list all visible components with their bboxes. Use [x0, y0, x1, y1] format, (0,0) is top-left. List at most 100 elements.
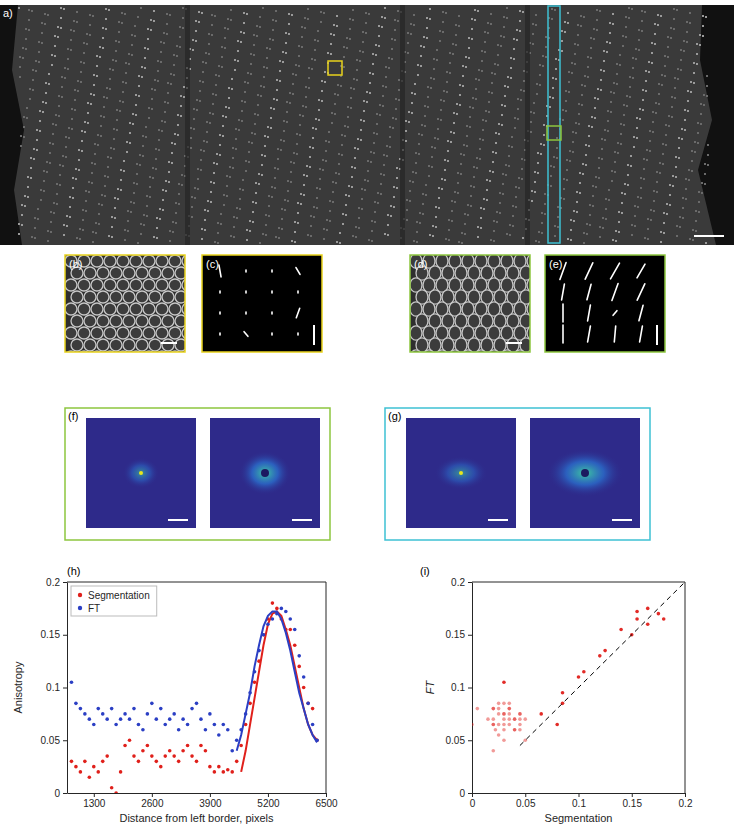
cell	[84, 267, 96, 279]
texture	[232, 157, 234, 159]
texture	[352, 9, 354, 11]
texture	[457, 172, 459, 174]
texture	[52, 143, 54, 145]
texture	[702, 35, 704, 37]
texture	[53, 212, 55, 214]
texture	[623, 124, 625, 126]
texture	[377, 202, 379, 204]
texture	[464, 213, 466, 215]
texture	[600, 89, 602, 91]
texture	[113, 128, 115, 130]
texture	[216, 153, 218, 155]
texture	[285, 42, 287, 44]
texture	[448, 219, 450, 221]
texture	[645, 70, 647, 72]
texture	[225, 116, 227, 118]
texture	[138, 75, 140, 77]
texture	[363, 110, 365, 112]
texture	[183, 86, 185, 88]
texture	[651, 52, 653, 54]
cell	[104, 327, 116, 339]
texture	[197, 168, 199, 170]
texture	[328, 141, 330, 143]
texture	[637, 206, 639, 208]
texture	[516, 29, 518, 31]
texture	[166, 23, 168, 25]
texture	[55, 124, 57, 126]
cell	[91, 303, 103, 315]
texture	[98, 203, 100, 205]
texture	[549, 96, 551, 98]
texture	[301, 26, 303, 28]
texture	[701, 182, 703, 184]
texture	[306, 165, 308, 167]
texture	[434, 137, 436, 139]
texture	[136, 163, 138, 165]
texture	[398, 99, 400, 101]
texture	[131, 54, 133, 56]
texture	[237, 60, 239, 62]
texture	[585, 164, 587, 166]
texture	[206, 121, 208, 123]
texture	[663, 222, 665, 224]
texture	[662, 143, 664, 145]
texture	[671, 96, 673, 98]
cell	[130, 255, 142, 267]
texture	[661, 84, 663, 86]
texture	[301, 46, 303, 48]
texture	[141, 76, 143, 78]
texture	[284, 209, 286, 211]
texture	[92, 241, 94, 243]
texture	[586, 223, 588, 225]
image-ground	[202, 255, 322, 352]
texture	[435, 226, 437, 228]
texture	[343, 66, 345, 68]
texture	[157, 70, 159, 72]
texture	[325, 140, 327, 142]
texture	[408, 121, 410, 123]
texture	[631, 224, 633, 226]
texture	[442, 11, 444, 13]
texture	[608, 199, 610, 201]
texture	[497, 64, 499, 66]
texture	[38, 41, 40, 43]
texture	[175, 222, 177, 224]
texture	[217, 232, 219, 234]
texture	[411, 112, 413, 114]
texture	[171, 142, 173, 144]
texture	[650, 219, 652, 221]
texture	[351, 186, 353, 188]
texture	[371, 240, 373, 242]
texture	[382, 105, 384, 107]
texture	[358, 217, 360, 219]
cell	[84, 315, 96, 327]
texture	[571, 62, 573, 64]
texture	[385, 86, 387, 88]
texture	[37, 208, 39, 210]
texture	[619, 64, 621, 66]
texture	[22, 57, 24, 59]
texture	[276, 89, 278, 91]
texture	[197, 188, 199, 190]
texture	[215, 94, 217, 96]
texture	[581, 84, 583, 86]
texture	[145, 136, 147, 138]
texture	[316, 207, 318, 209]
texture	[30, 177, 32, 179]
texture	[133, 202, 135, 204]
cell	[143, 255, 155, 267]
texture	[334, 103, 336, 105]
texture	[292, 83, 294, 85]
texture	[641, 20, 643, 22]
texture	[34, 217, 36, 219]
texture	[68, 127, 70, 129]
texture	[359, 50, 361, 52]
texture	[230, 235, 232, 237]
texture	[573, 220, 575, 222]
texture	[211, 34, 213, 36]
texture	[300, 193, 302, 195]
texture	[493, 230, 495, 232]
texture-band	[400, 5, 405, 245]
texture	[367, 180, 369, 182]
texture	[221, 46, 223, 48]
